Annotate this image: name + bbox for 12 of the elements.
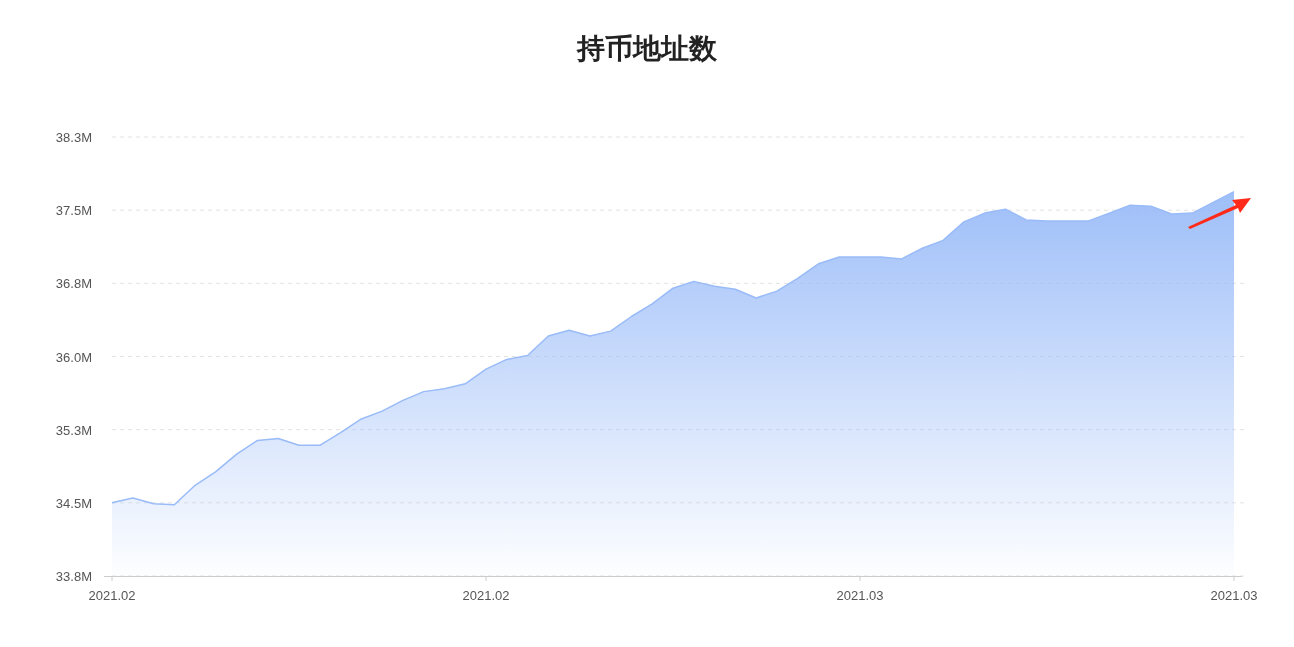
y-tick-label: 36.8M: [55, 276, 92, 292]
x-tick-label: 2021.02: [88, 588, 136, 603]
x-tick-label: 2021.03: [1210, 588, 1258, 603]
y-tick-label: 34.5M: [55, 495, 92, 511]
y-tick-label: 37.5M: [55, 203, 92, 219]
title: 持币地址数: [577, 33, 717, 64]
x-tick-label: 2021.02: [462, 588, 510, 603]
x-tick-label: 2021.03: [836, 588, 884, 603]
y-tick-label: 36.0M: [55, 349, 92, 365]
y-tick-label: 33.8M: [55, 569, 92, 584]
y-tick-label: 35.3M: [55, 422, 92, 438]
y-tick-label: 38.3M: [55, 130, 92, 145]
